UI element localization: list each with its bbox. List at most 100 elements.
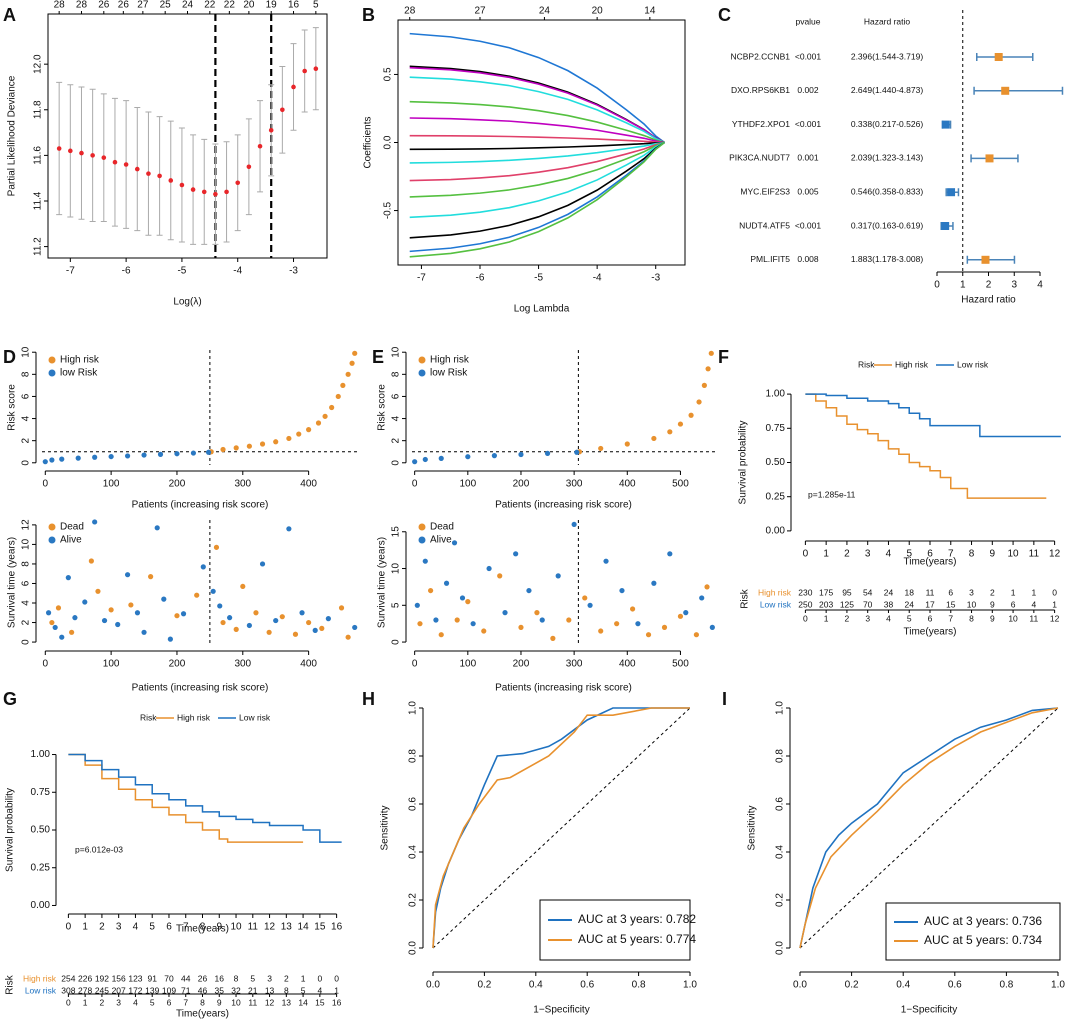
- point: [124, 453, 131, 459]
- point: [422, 456, 428, 463]
- point: [92, 519, 98, 525]
- top-tick-label: 26: [118, 0, 130, 11]
- point: [465, 599, 471, 605]
- point: [443, 580, 450, 586]
- point: [619, 587, 625, 594]
- y-tick-label: -0.5: [383, 202, 394, 220]
- point: [79, 150, 84, 156]
- point: [286, 435, 292, 442]
- x-tick-label: 4: [886, 549, 892, 560]
- risk-table-value: 16: [215, 973, 225, 983]
- point: [224, 189, 229, 195]
- risk-table-value: 17: [925, 599, 935, 609]
- point: [454, 617, 460, 623]
- point: [550, 635, 556, 641]
- y-tick-label: 0.8: [775, 749, 786, 763]
- point: [246, 164, 252, 170]
- y-tick-label: 0: [391, 639, 402, 645]
- risk-table-time: 14: [298, 997, 308, 1007]
- y-tick-label: 0.0: [383, 135, 394, 149]
- risk-table-time: 13: [282, 997, 292, 1007]
- column-header: Hazard ratio: [864, 16, 911, 26]
- risk-table-value: 207: [112, 985, 126, 995]
- risk-table-value: 250: [798, 599, 812, 609]
- point: [299, 610, 305, 616]
- y-axis-label: Survival time (years): [7, 537, 18, 628]
- risk-table-value: 70: [164, 973, 174, 983]
- point: [233, 626, 239, 632]
- point: [630, 606, 636, 612]
- y-axis-label: Survival probability: [738, 421, 749, 505]
- legend-marker: [418, 523, 426, 531]
- risk-table-value: 0: [317, 973, 322, 983]
- y-tick-label: 6: [21, 393, 32, 399]
- row-pvalue: <0.001: [795, 119, 822, 129]
- x-axis-label: Hazard ratio: [961, 295, 1016, 306]
- y-tick-label: 0.25: [766, 491, 786, 502]
- y-tick-label: 6: [391, 393, 402, 399]
- risk-table-value: 175: [819, 587, 833, 597]
- y-tick-label: 8: [21, 371, 32, 377]
- risk-table-value: 91: [147, 973, 157, 983]
- point: [693, 632, 699, 638]
- x-tick-label: 1: [960, 280, 966, 291]
- row-pvalue: <0.001: [795, 51, 822, 61]
- risk-table-value: 278: [78, 985, 92, 995]
- risk-table-value: 6: [1011, 599, 1016, 609]
- point: [325, 616, 331, 622]
- risk-table-value: 46: [198, 985, 208, 995]
- x-tick-label: 11: [1029, 549, 1040, 560]
- y-axis-label: Survival probability: [5, 788, 16, 872]
- row-name: MYC.EIF2S3: [740, 186, 790, 196]
- point: [190, 450, 197, 456]
- top-tick-label: 14: [644, 6, 656, 17]
- confidence-interval: [966, 255, 1016, 264]
- hazard-ratio-point: [941, 222, 950, 230]
- risk-table-value: 172: [128, 985, 142, 995]
- point: [306, 427, 312, 433]
- x-axis-label: Log(λ): [173, 297, 201, 308]
- point: [534, 610, 540, 616]
- point: [240, 583, 246, 590]
- x-tick-label: 0.6: [948, 980, 962, 991]
- y-tick-label: 4: [391, 415, 402, 421]
- point: [201, 189, 207, 195]
- x-tick-label: 400: [619, 659, 636, 670]
- row-name: PML.IFIT5: [750, 254, 790, 264]
- x-axis-label: Time(years): [904, 557, 957, 568]
- risk-table-value: 32: [231, 985, 241, 995]
- point: [338, 605, 345, 611]
- row-pvalue: 0.002: [797, 85, 819, 95]
- point: [340, 382, 346, 388]
- risk-table-value: 1: [1052, 599, 1057, 609]
- x-tick-label: 8: [200, 922, 206, 933]
- top-tick-label: 28: [76, 0, 88, 11]
- x-tick-label: -4: [233, 266, 242, 277]
- point: [101, 155, 107, 160]
- point: [95, 588, 101, 594]
- x-tick-label: 1: [82, 922, 88, 933]
- panel-label: H: [362, 689, 375, 709]
- panel-label: C: [718, 5, 731, 25]
- row-name: YTHDF2.XPO1: [732, 119, 790, 129]
- panel-label: I: [722, 689, 727, 709]
- x-tick-label: 7: [183, 922, 189, 933]
- x-axis-label: 1−Specificity: [901, 1005, 957, 1016]
- risk-table-value: 44: [181, 973, 191, 983]
- x-tick-label: 0: [412, 659, 418, 670]
- panel-label: D: [3, 347, 16, 367]
- row-name: NUDT4.ATF5: [739, 220, 790, 230]
- x-axis-label: Patients (increasing risk score): [132, 683, 269, 694]
- x-tick-label: 0: [43, 479, 49, 490]
- point: [59, 634, 65, 640]
- x-tick-label: 10: [230, 922, 242, 933]
- risk-table-time: 10: [1008, 613, 1018, 623]
- point: [194, 592, 200, 598]
- point: [704, 584, 710, 590]
- legend-marker: [48, 523, 56, 531]
- y-tick-label: 2: [21, 437, 32, 443]
- point: [286, 526, 292, 532]
- x-tick-label: 9: [216, 922, 222, 933]
- x-tick-label: -7: [417, 273, 426, 284]
- point: [205, 449, 212, 455]
